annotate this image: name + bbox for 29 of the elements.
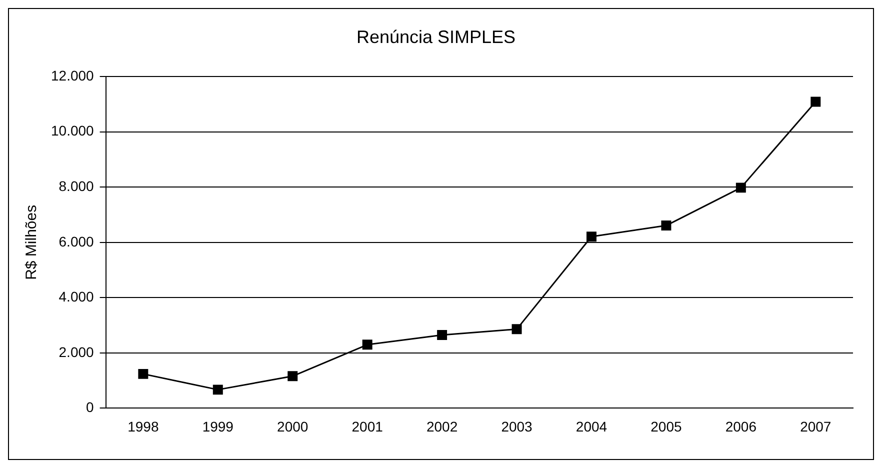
- y-axis-title: R$ Milhões: [23, 204, 40, 280]
- y-tick-label: 0: [86, 399, 94, 416]
- x-tick-label: 1999: [202, 418, 234, 434]
- point: [212, 384, 223, 395]
- point: [138, 368, 148, 379]
- point: [586, 232, 596, 242]
- y-tick-label: 10.000: [50, 122, 94, 139]
- x-tick-label: 2001: [352, 418, 384, 434]
- x-tick-label: 2005: [650, 418, 682, 434]
- chart-title: Renúncia SIMPLES: [356, 26, 516, 47]
- point: [736, 182, 746, 193]
- x-tick-label: 2006: [725, 418, 757, 434]
- y-tick-label: 12.000: [50, 67, 94, 84]
- point: [362, 340, 372, 350]
- x-tick-label: 1998: [128, 418, 159, 434]
- x-tick-label: 2004: [576, 418, 608, 434]
- y-tick-label: 4.000: [58, 288, 94, 305]
- point: [810, 96, 821, 107]
- y-tick-label: 6.000: [58, 233, 94, 250]
- y-tick-label: 2.000: [58, 344, 94, 360]
- point: [512, 324, 522, 334]
- point: [288, 371, 298, 382]
- x-tick-label: 2003: [501, 418, 533, 434]
- y-tick-label: 8.000: [58, 178, 94, 194]
- x-tick-label: 2000: [277, 418, 308, 434]
- point: [437, 330, 448, 340]
- point: [661, 220, 672, 231]
- x-tick-label: 2007: [800, 418, 832, 434]
- x-tick-label: 2002: [426, 418, 458, 434]
